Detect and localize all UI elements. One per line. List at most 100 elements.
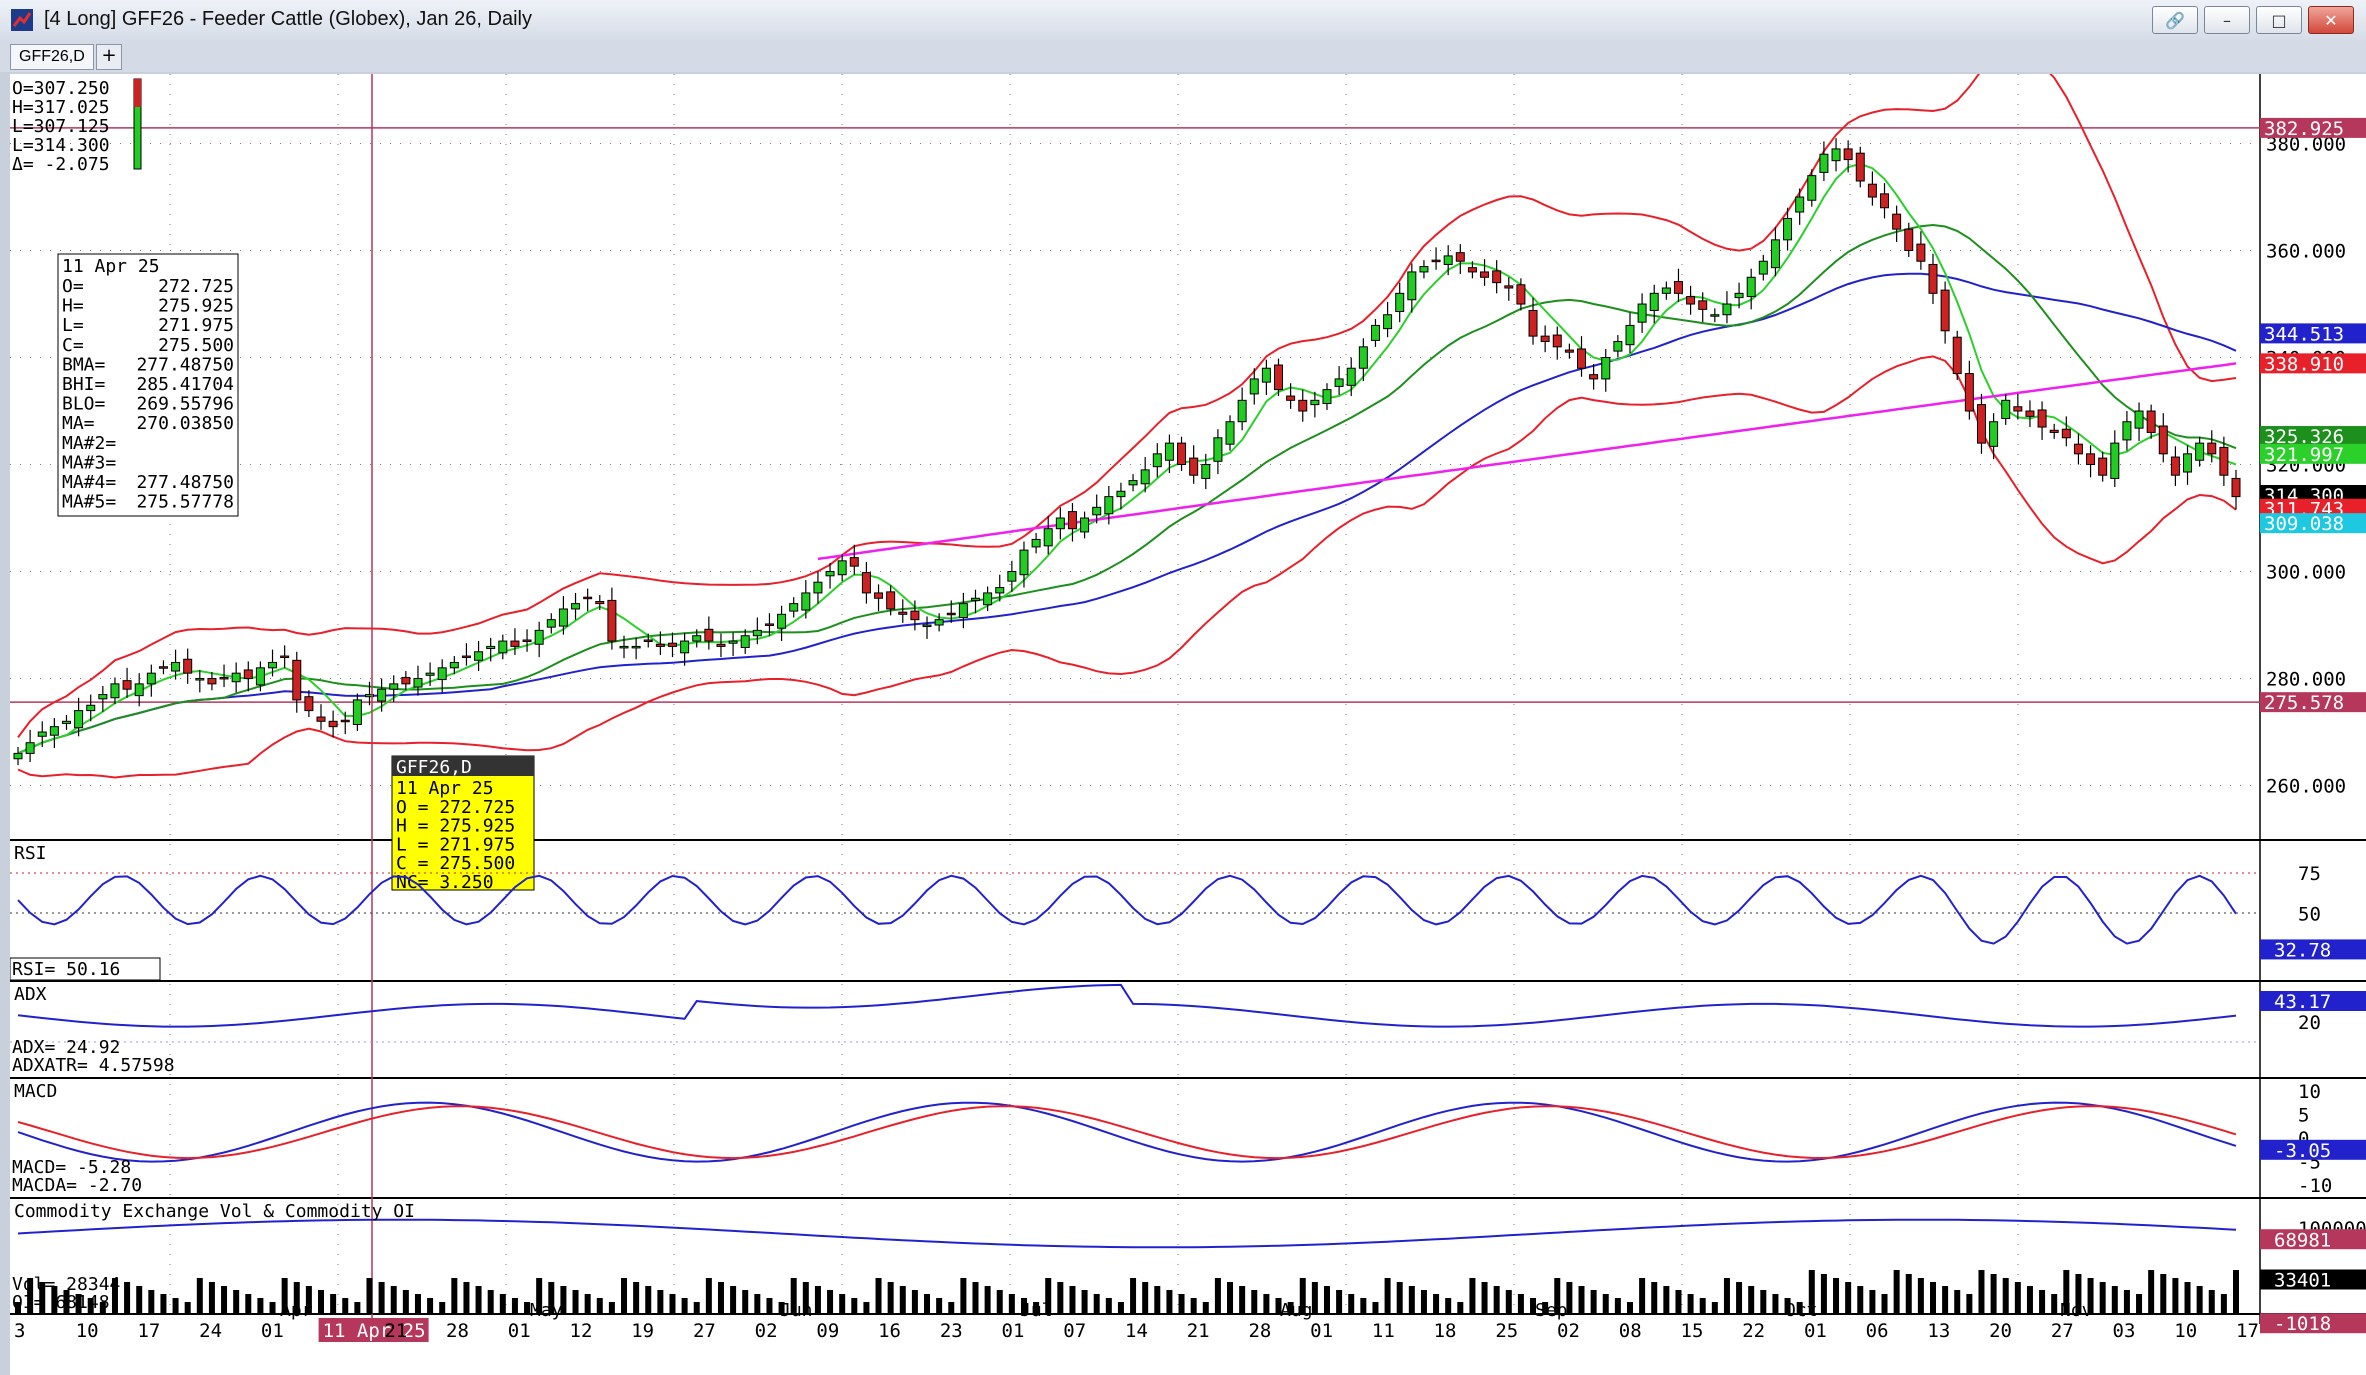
candle-body (1710, 314, 1720, 317)
candle-body (546, 619, 556, 628)
data-window-value: 270.03850 (136, 413, 234, 434)
volume-bar (1360, 1298, 1367, 1314)
add-tab-button[interactable]: + (96, 44, 122, 70)
window-controls: 🔗 – □ ✕ (2152, 6, 2354, 34)
rsi-line (17, 874, 2237, 945)
candle-body (1843, 148, 1853, 161)
data-window-key: BHI= (62, 374, 106, 395)
month-label: Sep (1535, 1300, 1568, 1321)
data-window-key: MA#4= (62, 472, 116, 493)
volume-bar (499, 1294, 506, 1314)
candle-body (316, 716, 326, 722)
adx-readout: ADXATR= 4.57598 (12, 1055, 175, 1076)
volume-bar (766, 1298, 773, 1314)
volume-bar (572, 1290, 579, 1314)
volume-bar (1202, 1302, 1209, 1314)
volume-bar (1590, 1290, 1597, 1314)
candle-body (1795, 196, 1805, 213)
chart-tab-bar: GFF26,D + (0, 40, 2366, 72)
volume-bar (463, 1282, 470, 1314)
volume-bar (1736, 1282, 1743, 1314)
volume-bar (560, 1286, 567, 1314)
link-icon[interactable]: 🔗 (2152, 6, 2198, 34)
volume-bar (1190, 1298, 1197, 1314)
volume-bar (1105, 1298, 1112, 1314)
data-window-key: MA#5= (62, 492, 116, 513)
time-tick-label: 01 (1310, 1320, 1333, 1342)
time-tick-label: 01 (261, 1320, 284, 1342)
candle-body (1904, 228, 1914, 252)
vol-last-tag: 33401 (2274, 1270, 2331, 1292)
price-tag-label: 382.925 (2264, 118, 2344, 140)
volume-bar (1978, 1270, 1985, 1314)
candle-body (1334, 378, 1344, 387)
volume-bar (378, 1282, 385, 1314)
volume-bar (2196, 1286, 2203, 1314)
price-tag-label: 325.326 (2264, 426, 2344, 448)
volume-bar (1263, 1294, 1270, 1314)
candle-body (2158, 425, 2168, 455)
macd-tick: 5 (2298, 1104, 2309, 1126)
candle-body (2195, 442, 2205, 461)
price-tag-label: 309.038 (2264, 513, 2344, 535)
time-tick-label: 01 (1804, 1320, 1827, 1342)
candle-body (195, 678, 205, 681)
rsi-readout-box (10, 957, 161, 981)
data-window-key: MA#2= (62, 433, 116, 454)
macd-label: MACD (14, 1081, 57, 1102)
candle-body (219, 676, 229, 680)
price-tag-label: 338.910 (2264, 353, 2344, 375)
candle-body (1383, 314, 1393, 330)
candle-body (207, 678, 217, 685)
volume-bar (124, 1282, 131, 1314)
candle-body (643, 639, 653, 642)
volume-bar (2014, 1282, 2021, 1314)
candle-body (1140, 469, 1150, 485)
candle-body (146, 672, 156, 685)
time-tick-label: 09 (816, 1320, 839, 1342)
candle-body (1940, 289, 1950, 332)
candle-body (825, 571, 835, 577)
price-tag-label: 275.578 (2264, 692, 2344, 714)
data-window-key: L= (62, 315, 84, 336)
volume-bar (414, 1294, 421, 1314)
minimize-button[interactable]: – (2204, 6, 2250, 34)
volume-bar (596, 1298, 603, 1314)
volume-bar (1699, 1298, 1706, 1314)
candle-body (340, 719, 350, 723)
tab-gff26[interactable]: GFF26,D (10, 44, 94, 70)
candle-body (1286, 395, 1296, 401)
time-tick-label: 11 Apr 25 (323, 1320, 426, 1342)
macd-last-tag: -3.05 (2274, 1140, 2331, 1162)
time-tick-label: 3 (14, 1320, 25, 1342)
volume-bar (693, 1302, 700, 1314)
volume-bar (2208, 1290, 2215, 1314)
time-tick-label: 22 (1742, 1320, 1765, 1342)
candle-body (2134, 410, 2144, 429)
volume-bar (681, 1298, 688, 1314)
title-bar[interactable]: [4 Long] GFF26 - Feeder Cattle (Globex),… (0, 0, 2366, 41)
volume-bar (851, 1298, 858, 1314)
candle-body (1274, 364, 1284, 391)
candle-body (716, 643, 726, 647)
cursor-popup-box (391, 755, 535, 891)
data-window-value: 277.48750 (136, 472, 234, 493)
chart-area[interactable]: 380.000360.000340.000320.000300.000280.0… (10, 74, 2366, 1375)
volume-bar (2136, 1294, 2143, 1314)
close-button[interactable]: ✕ (2308, 6, 2354, 34)
candle-body (1601, 357, 1611, 380)
candle-body (1467, 267, 1477, 273)
volume-bar (366, 1278, 373, 1314)
volume-bar (2160, 1274, 2167, 1314)
candle-body (958, 603, 968, 619)
ohlc-readout: Δ= -2.075 (12, 154, 110, 175)
cursor-popup-row: H = 275.925 (396, 816, 515, 837)
maximize-button[interactable]: □ (2256, 6, 2302, 34)
time-tick-label: 02 (755, 1320, 778, 1342)
candle-body (243, 669, 253, 680)
candle-body (522, 639, 532, 642)
candle-body (389, 683, 399, 690)
candle-body (13, 752, 23, 760)
candle-body (1249, 378, 1259, 395)
candle-body (1928, 263, 1938, 294)
